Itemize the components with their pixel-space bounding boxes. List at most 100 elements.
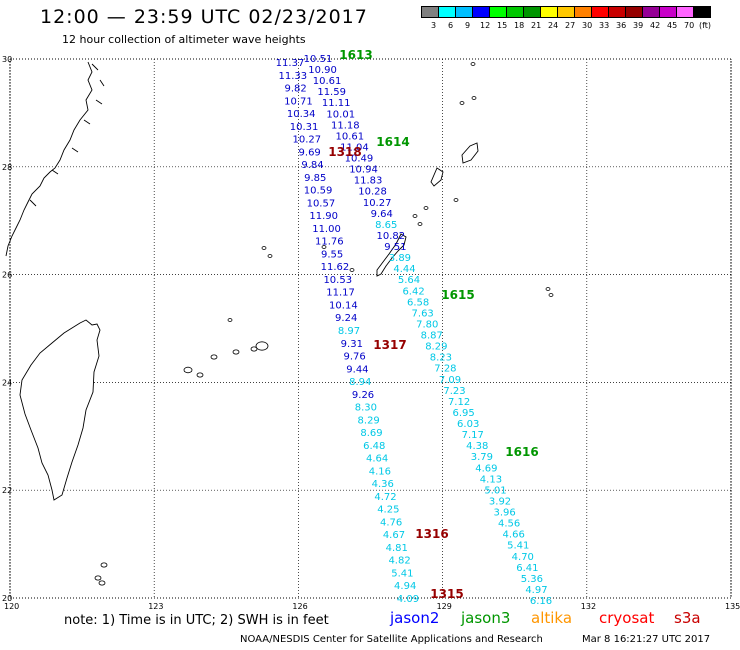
pass-number-label: 1613: [339, 48, 372, 62]
wave-height-value: 9.51: [384, 242, 406, 253]
lon-tick-label: 126: [292, 602, 307, 611]
wave-height-value: 11.33: [278, 71, 307, 82]
wave-height-value: 4.56: [498, 519, 520, 530]
wave-height-value: 6.48: [363, 441, 385, 452]
wave-height-value: 4.97: [525, 585, 547, 596]
wave-height-value: 11.83: [354, 176, 383, 187]
wave-height-value: 4.44: [393, 264, 415, 275]
scale-label: 24: [548, 21, 559, 30]
wave-height-value: 9.64: [371, 209, 393, 220]
wave-height-value: 11.90: [309, 211, 338, 222]
wave-height-value: 5.64: [398, 275, 420, 286]
lat-tick-label: 24: [2, 378, 12, 387]
pass-number-label: 1316: [415, 527, 448, 541]
scale-unit: (ft): [699, 21, 712, 30]
scale-label: 33: [599, 21, 610, 30]
wave-height-value: 9.55: [321, 249, 343, 260]
wave-height-value: 10.57: [307, 198, 336, 209]
mission-legend-s3a: s3a: [674, 609, 701, 627]
wave-height-value: 10.14: [329, 300, 358, 311]
island-shape: [349, 268, 355, 272]
lon-tick-label: 135: [725, 602, 740, 611]
lon-tick-label: 120: [4, 602, 19, 611]
scale-label: 27: [565, 21, 576, 30]
scale-label: 21: [531, 21, 542, 30]
wave-height-value: 9.26: [352, 390, 374, 401]
island-shape: [210, 354, 218, 360]
mission-legend-altika: altika: [531, 609, 573, 627]
wave-height-value: 8.65: [375, 220, 397, 231]
lon-tick-label: 123: [148, 602, 163, 611]
island-shape: [412, 214, 418, 218]
wave-height-value: 10.94: [349, 165, 378, 176]
wave-height-value: 10.53: [323, 275, 352, 286]
wave-height-value: 9.24: [335, 313, 357, 324]
island-shape: [196, 372, 204, 378]
wave-height-value: 8.87: [421, 331, 443, 342]
scale-label: 42: [650, 21, 661, 30]
island-shape: [459, 101, 465, 105]
wave-height-value: 7.09: [439, 375, 461, 386]
wave-height-value: 10.90: [308, 65, 337, 76]
island-shape: [100, 562, 108, 568]
wave-height-value: 10.01: [326, 109, 355, 120]
wave-height-value: 4.64: [366, 454, 388, 465]
wave-height-value: 4.70: [512, 552, 534, 563]
wave-height-value: 7.12: [448, 397, 470, 408]
wave-height-value: 6.95: [452, 408, 474, 419]
coastlines: [5, 61, 479, 501]
map-title: 12:00 — 23:59 UTC 02/23/2017: [40, 6, 368, 28]
scale-label: 9: [465, 21, 471, 30]
credit-line: NOAA/NESDIS Center for Satellite Applica…: [240, 634, 543, 645]
amami-coastline: [430, 167, 444, 187]
mission-legend-cryosat: cryosat: [599, 609, 655, 627]
island-shape: [94, 575, 102, 581]
china-coast-top: [5, 61, 93, 257]
wave-height-value: 3.79: [471, 452, 493, 463]
color-scale-bar: [421, 6, 711, 18]
scale-label: 36: [616, 21, 627, 30]
lat-tick-label: 20: [2, 594, 12, 603]
wave-height-value: 9.82: [284, 84, 306, 95]
wave-height-value: 10.27: [363, 198, 392, 209]
island-shape: [453, 198, 459, 202]
credit-timestamp: Mar 8 16:21:27 UTC 2017: [582, 634, 711, 645]
scale-label: 70: [684, 21, 695, 30]
wave-height-value: 10.49: [345, 154, 374, 165]
scale-label: 3: [431, 21, 437, 30]
wave-height-value: 11.62: [321, 262, 350, 273]
wave-height-value: 4.66: [503, 530, 525, 541]
scale-swatch: [693, 6, 711, 18]
wave-height-value: 4.38: [466, 441, 488, 452]
tanegashima-coastline: [461, 142, 479, 164]
graticule-grid: [9, 58, 732, 599]
wave-height-value: 8.97: [338, 326, 360, 337]
wave-height-value: 4.13: [480, 474, 502, 485]
wave-height-value: 10.28: [358, 187, 387, 198]
wave-height-value: 3.92: [489, 496, 511, 507]
small-islands: [94, 62, 554, 586]
wave-height-value: 4.25: [377, 505, 399, 516]
wave-height-value: 6.03: [457, 419, 479, 430]
island-shape: [98, 580, 106, 586]
wave-height-value: 4.81: [386, 543, 408, 554]
wave-height-value: 8.29: [358, 415, 380, 426]
wave-height-value: 8.29: [425, 342, 447, 353]
wave-height-value: 7.17: [462, 430, 484, 441]
mission-legend-jason3: jason3: [461, 609, 511, 627]
scale-label: 39: [633, 21, 644, 30]
wave-height-value: 4.82: [388, 556, 410, 567]
lat-tick-label: 26: [2, 271, 12, 280]
scale-label: 6: [448, 21, 454, 30]
wave-height-value: 5.36: [521, 574, 543, 585]
scale-label: 18: [514, 21, 525, 30]
scale-label: 15: [497, 21, 508, 30]
wave-height-value: 9.31: [341, 339, 363, 350]
wave-height-value: 7.80: [416, 319, 438, 330]
wave-height-value: 10.71: [284, 96, 313, 107]
lat-tick-label: 30: [2, 55, 12, 64]
wave-height-value: 5.41: [507, 541, 529, 552]
pass-number-label: 1616: [505, 445, 538, 459]
wave-height-value: 8.94: [349, 377, 371, 388]
wave-height-value: 11.37: [276, 58, 305, 69]
